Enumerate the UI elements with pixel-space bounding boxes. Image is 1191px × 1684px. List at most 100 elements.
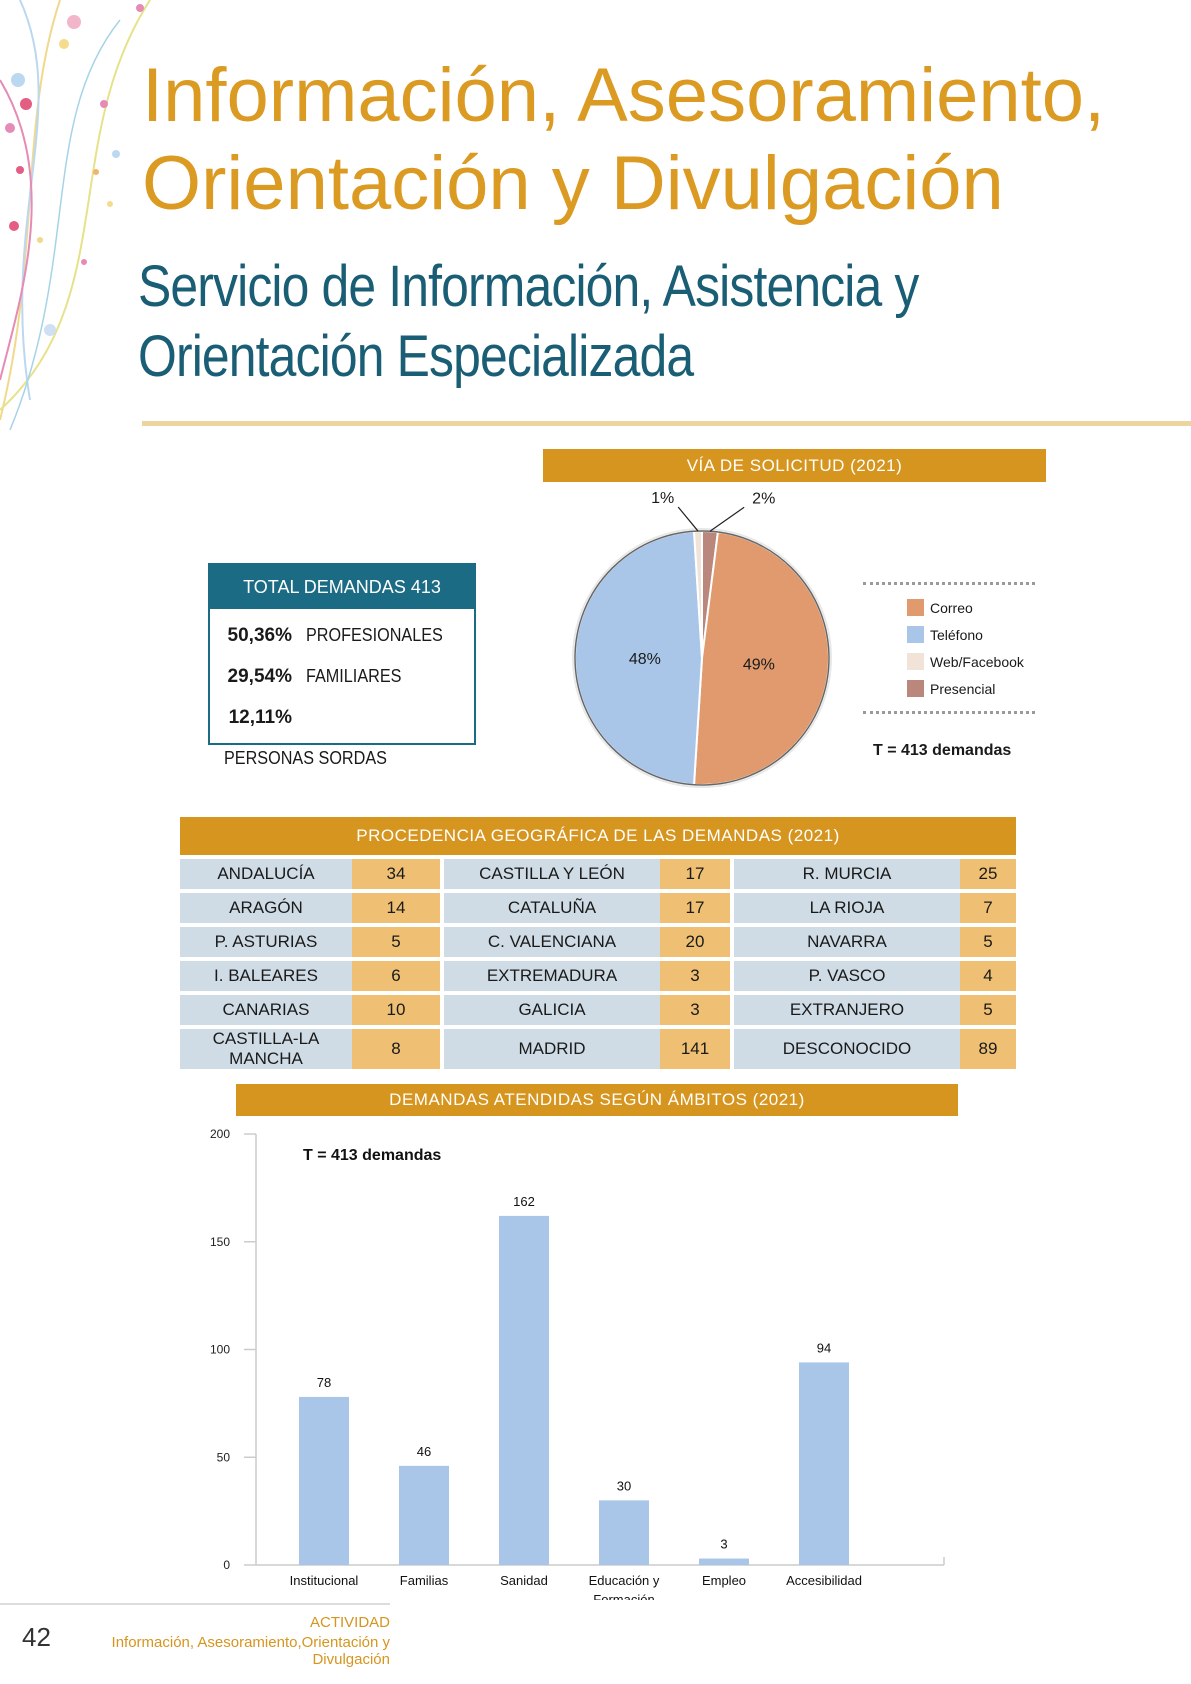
- pie-total-note: T = 413 demandas: [873, 742, 1012, 759]
- geo-gap: [440, 927, 444, 957]
- totals-box: TOTAL DEMANDAS 413 50,36% PROFESIONALES 2…: [208, 563, 476, 768]
- totals-row: 29,54% FAMILIARES: [210, 656, 474, 697]
- y-tick-label: 200: [210, 1127, 230, 1141]
- y-tick-label: 150: [210, 1235, 230, 1249]
- bar-chart-title: DEMANDAS ATENDIDAS SEGÚN ÁMBITOS (2021): [236, 1084, 958, 1116]
- geo-row: I. BALEARES 6 EXTREMADURA 3 P. VASCO 4: [180, 961, 1016, 991]
- legend-swatch: [907, 680, 924, 697]
- title-line-2: Orientación y Divulgación: [142, 141, 1004, 226]
- page-number: 42: [22, 1622, 51, 1652]
- totals-row: 50,36% PROFESIONALES: [210, 615, 474, 656]
- footer-section: ACTIVIDAD: [309, 1614, 390, 1631]
- totals-pct: 29,54%: [227, 666, 292, 687]
- geo-row: CANARIAS 10 GALICIA 3 EXTRANJERO 5: [180, 995, 1016, 1025]
- geo-row: ARAGÓN 14 CATALUÑA 17 LA RIOJA 7: [180, 893, 1016, 923]
- totals-pct: 50,36%: [227, 625, 292, 646]
- x-tick-label: Accesibilidad: [786, 1573, 862, 1588]
- pie-chart-title: VÍA DE SOLICITUD (2021): [543, 449, 1046, 482]
- geo-gap: [440, 961, 444, 991]
- geo-table-grid: ANDALUCÍA 34 CASTILLA Y LEÓN 17 R. MURCIA 25 A…: [180, 855, 1016, 1073]
- geo-count: 3: [660, 961, 730, 991]
- legend-item-web: Web/Facebook: [907, 649, 1035, 676]
- x-tick-label: Educación y: [589, 1573, 660, 1588]
- geo-count: 3: [660, 995, 730, 1025]
- pie-slice-label: 49%: [743, 656, 775, 673]
- geo-region: LA RIOJA: [734, 893, 960, 923]
- geo-count: 89: [960, 1029, 1016, 1069]
- geo-region: CASTILLA Y LEÓN: [444, 859, 660, 889]
- y-tick-label: 50: [217, 1450, 231, 1464]
- subtitle-line-2: Orientación Especializada: [138, 324, 694, 389]
- geo-row: ANDALUCÍA 34 CASTILLA Y LEÓN 17 R. MURCIA 25: [180, 859, 1016, 889]
- x-tick-label: Institucional: [290, 1573, 359, 1588]
- totals-label: PERSONAS SORDAS: [224, 748, 387, 768]
- bar-chart: 0 50 100 150 200 T = 413 demandas 78 Institucio…: [210, 1127, 945, 1600]
- geo-gap: [730, 1029, 734, 1069]
- geo-region: CASTILLA-LA MANCHA: [180, 1029, 352, 1069]
- geo-count: 141: [660, 1029, 730, 1069]
- geo-gap: [440, 893, 444, 923]
- geo-gap: [730, 995, 734, 1025]
- bar-value-label: 78: [317, 1375, 331, 1390]
- geo-region: C. VALENCIANA: [444, 927, 660, 957]
- bar-value-label: 46: [417, 1444, 431, 1459]
- page-subtitle: Servicio de Información, Asistencia y Or…: [138, 252, 1032, 392]
- header-divider: [142, 421, 1191, 426]
- bar: [399, 1465, 449, 1565]
- bar: [799, 1362, 849, 1565]
- geo-count: 5: [960, 995, 1016, 1025]
- legend-item-presencial: Presencial: [907, 676, 1035, 703]
- geo-region: CATALUÑA: [444, 893, 660, 923]
- legend-label: Correo: [930, 600, 973, 616]
- legend-label: Presencial: [930, 681, 996, 697]
- legend-item-telefono: Teléfono: [907, 622, 1035, 649]
- geo-region: I. BALEARES: [180, 961, 352, 991]
- pie-legend: Correo Teléfono Web/Facebook Presencial …: [863, 582, 1035, 760]
- y-tick-label: 100: [210, 1343, 230, 1357]
- geo-gap: [440, 1029, 444, 1069]
- bar-value-label: 162: [513, 1194, 535, 1209]
- legend-divider: [863, 711, 1035, 714]
- geo-gap: [730, 927, 734, 957]
- geo-gap: [730, 961, 734, 991]
- bar: [699, 1558, 749, 1565]
- geo-count: 17: [660, 893, 730, 923]
- geo-count: 34: [352, 859, 440, 889]
- geo-region: DESCONOCIDO: [734, 1029, 960, 1069]
- geo-region: P. VASCO: [734, 961, 960, 991]
- geo-region: MADRID: [444, 1029, 660, 1069]
- legend-swatch: [907, 599, 924, 616]
- pie-chart: 49% 48% 1% 2%: [572, 490, 832, 788]
- geo-count: 5: [352, 927, 440, 957]
- title-line-1: Información, Asesoramiento,: [142, 53, 1106, 138]
- totals-label: PROFESIONALES: [306, 625, 443, 645]
- geo-table-title: PROCEDENCIA GEOGRÁFICA DE LAS DEMANDAS (…: [180, 817, 1016, 855]
- geo-region: EXTRANJERO: [734, 995, 960, 1025]
- geo-region: P. ASTURIAS: [180, 927, 352, 957]
- geo-row: P. ASTURIAS 5 C. VALENCIANA 20 NAVARRA 5: [180, 927, 1016, 957]
- geo-region: EXTREMADURA: [444, 961, 660, 991]
- legend-swatch: [907, 653, 924, 670]
- x-tick-label: Empleo: [702, 1573, 746, 1588]
- bar-total-note: T = 413 demandas: [303, 1147, 441, 1164]
- totals-label: FAMILIARES: [306, 666, 402, 686]
- geo-region: ARAGÓN: [180, 893, 352, 923]
- footer-subtitle: Información, Asesoramiento,Orientación y…: [111, 1634, 390, 1668]
- geo-count: 4: [960, 961, 1016, 991]
- bar: [599, 1500, 649, 1565]
- decorative-swirls: [0, 0, 151, 430]
- geo-region: GALICIA: [444, 995, 660, 1025]
- legend-label: Web/Facebook: [930, 654, 1024, 670]
- geo-count: 8: [352, 1029, 440, 1069]
- totals-row: 12,11% PERSONAS SORDAS: [210, 697, 474, 768]
- geo-count: 6: [352, 961, 440, 991]
- pie-slice-label: 48%: [629, 651, 661, 668]
- totals-pct: 12,11%: [228, 707, 292, 728]
- geo-gap: [730, 859, 734, 889]
- legend-item-correo: Correo: [907, 595, 1035, 622]
- subtitle-line-1: Servicio de Información, Asistencia y: [138, 254, 919, 319]
- geo-region: ANDALUCÍA: [180, 859, 352, 889]
- geo-count: 14: [352, 893, 440, 923]
- pie-outline: [574, 530, 830, 786]
- pie-leader-line: [709, 506, 745, 532]
